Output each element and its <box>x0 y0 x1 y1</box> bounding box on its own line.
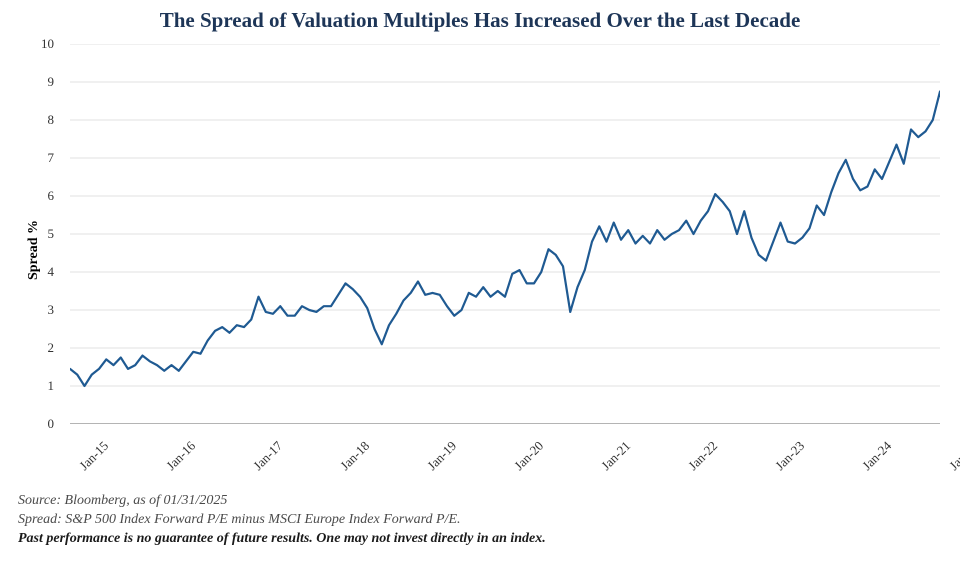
x-tick-label: Jan-23 <box>772 438 808 474</box>
y-tick-label: 10 <box>41 36 54 52</box>
x-tick-label: Jan-17 <box>250 438 286 474</box>
y-tick-label: 9 <box>48 74 55 90</box>
x-tick-label: Jan-19 <box>424 438 460 474</box>
disclaimer: Past performance is no guarantee of futu… <box>18 530 938 549</box>
y-tick-label: 7 <box>48 150 55 166</box>
x-axis-ticks: Jan-15 Jan-16 Jan-17 Jan-18 Jan-19 Jan-20 Jan-… <box>70 428 940 483</box>
gridlines <box>70 44 940 424</box>
chart-footer: Source: Bloomberg, as of 01/31/2025 Spre… <box>18 492 938 549</box>
y-tick-label: 1 <box>48 378 55 394</box>
y-tick-label: 0 <box>48 416 55 432</box>
y-tick-label: 6 <box>48 188 55 204</box>
series-line <box>70 92 940 387</box>
y-tick-label: 3 <box>48 302 55 318</box>
x-tick-label: Jan-22 <box>685 438 721 474</box>
x-tick-label: Jan-15 <box>76 438 112 474</box>
source-line-1: Source: Bloomberg, as of 01/31/2025 <box>18 492 938 511</box>
x-tick-label: Jan-21 <box>598 438 634 474</box>
y-tick-label: 5 <box>48 226 55 242</box>
y-axis-ticks: 012345678910 <box>0 44 60 424</box>
y-tick-label: 8 <box>48 112 55 128</box>
x-tick-label: Jan-25 <box>946 438 960 474</box>
x-tick-label: Jan-18 <box>337 438 373 474</box>
x-tick-label: Jan-20 <box>511 438 547 474</box>
chart-svg <box>70 44 940 424</box>
chart-title: The Spread of Valuation Multiples Has In… <box>0 8 960 33</box>
source-line-2: Spread: S&P 500 Index Forward P/E minus … <box>18 511 938 530</box>
y-tick-label: 2 <box>48 340 55 356</box>
plot-area <box>70 44 940 424</box>
x-tick-label: Jan-16 <box>163 438 199 474</box>
y-tick-label: 4 <box>48 264 55 280</box>
x-tick-label: Jan-24 <box>859 438 895 474</box>
